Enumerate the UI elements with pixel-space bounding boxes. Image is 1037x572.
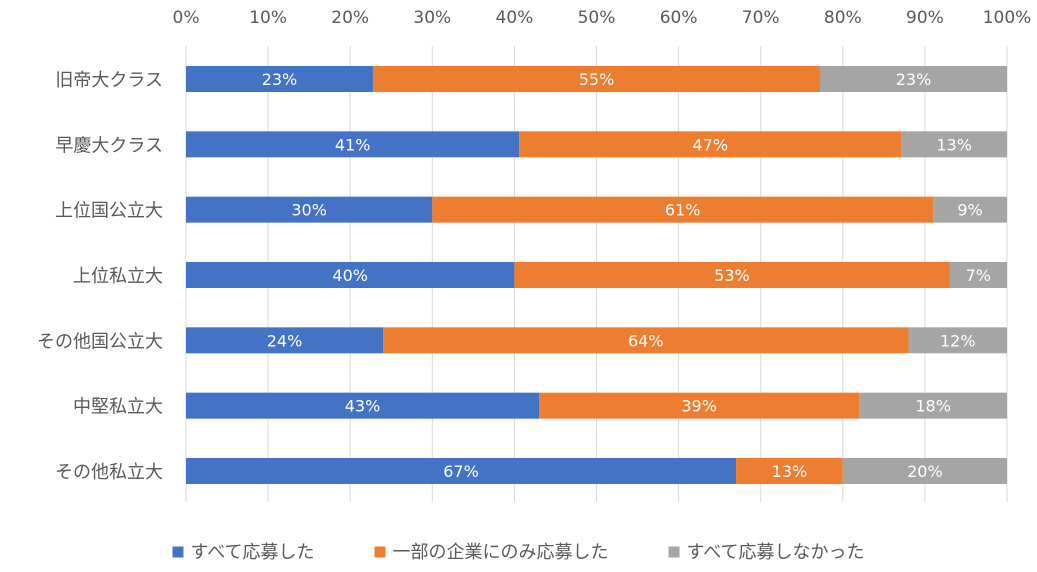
x-tick-label: 20% [331,8,369,28]
x-tick-label: 10% [249,8,287,28]
category-labels: 旧帝大クラス早慶大クラス上位国公立大上位私立大その他国公立大中堅私立大その他私立… [37,70,163,483]
bar-segment [539,392,860,419]
x-tick-label: 30% [413,8,451,28]
data-label: 55% [579,70,615,89]
x-tick-label: 0% [173,8,200,28]
data-label: 23% [896,70,932,89]
x-tick-label: 50% [578,8,616,28]
bar-segment [901,131,1007,158]
bar-segment [186,327,384,354]
data-label: 13% [772,462,808,481]
legend-swatch [172,546,184,558]
x-axis-ticks: 0% 10% 20% 30% 40% 50% 60% 70% 80% 90% 100% [173,8,1032,28]
bar-segment [186,457,737,484]
bar-segment [383,327,909,354]
bar-segment [519,131,902,158]
bar-segment [372,66,821,92]
x-tick-label: 100% [983,8,1032,28]
category-label: 上位私立大 [73,266,163,287]
data-label: 24% [267,331,303,350]
category-label: 上位国公立大 [55,201,163,222]
data-label: 7% [966,266,991,285]
bar-segment [514,261,950,288]
data-label: 23% [262,70,298,89]
x-tick-label: 40% [496,8,534,28]
bar-segment [432,196,934,223]
bar-segment [908,327,1007,354]
x-tick-label: 80% [824,8,862,28]
bar-segment [820,66,1007,92]
data-label: 61% [665,201,701,220]
legend-label: 一部の企業にのみ応募した [393,542,609,563]
bar-segment [736,457,843,484]
data-label: 43% [345,397,381,416]
data-label: 47% [693,135,729,154]
data-label: 39% [681,397,717,416]
category-label: その他私立大 [55,462,163,483]
legend-swatch [668,546,680,558]
legend-label: すべて応募した [190,542,314,563]
data-label: 13% [936,135,972,154]
category-label: 中堅私立大 [73,397,163,418]
category-label: その他国公立大 [37,331,163,352]
data-label: 12% [940,331,976,350]
data-label: 67% [443,462,479,481]
x-tick-label: 90% [906,8,944,28]
legend-swatch [374,546,386,558]
bars [186,66,1007,484]
data-label: 30% [291,201,327,220]
data-label: 41% [335,135,371,154]
bar-segment [859,392,1007,419]
bar-segment [949,261,1007,288]
bar-segment [933,196,1007,223]
legend-label: すべて応募しなかった [687,542,865,563]
data-label: 18% [915,397,951,416]
data-labels: 23% 55% 23% 41% 47% 13% 30% 61% 9% 40% 53% 7% 24% 64%… [262,70,991,481]
bar-segment [186,131,520,158]
bar-segment [186,392,540,419]
legend: すべて応募した 一部の企業にのみ応募した すべて応募しなかった [172,542,865,563]
x-tick-label: 60% [660,8,698,28]
category-label: 早慶大クラス [55,135,163,156]
x-tick-label: 70% [742,8,780,28]
bar-segment [842,457,1007,484]
bar-segment [186,66,373,92]
bar-segment [186,261,515,288]
data-label: 53% [714,266,750,285]
data-label: 20% [907,462,943,481]
category-label: 旧帝大クラス [55,70,163,91]
data-label: 64% [628,331,664,350]
data-label: 40% [332,266,368,285]
bar-segment [186,196,433,223]
data-label: 9% [957,201,982,220]
